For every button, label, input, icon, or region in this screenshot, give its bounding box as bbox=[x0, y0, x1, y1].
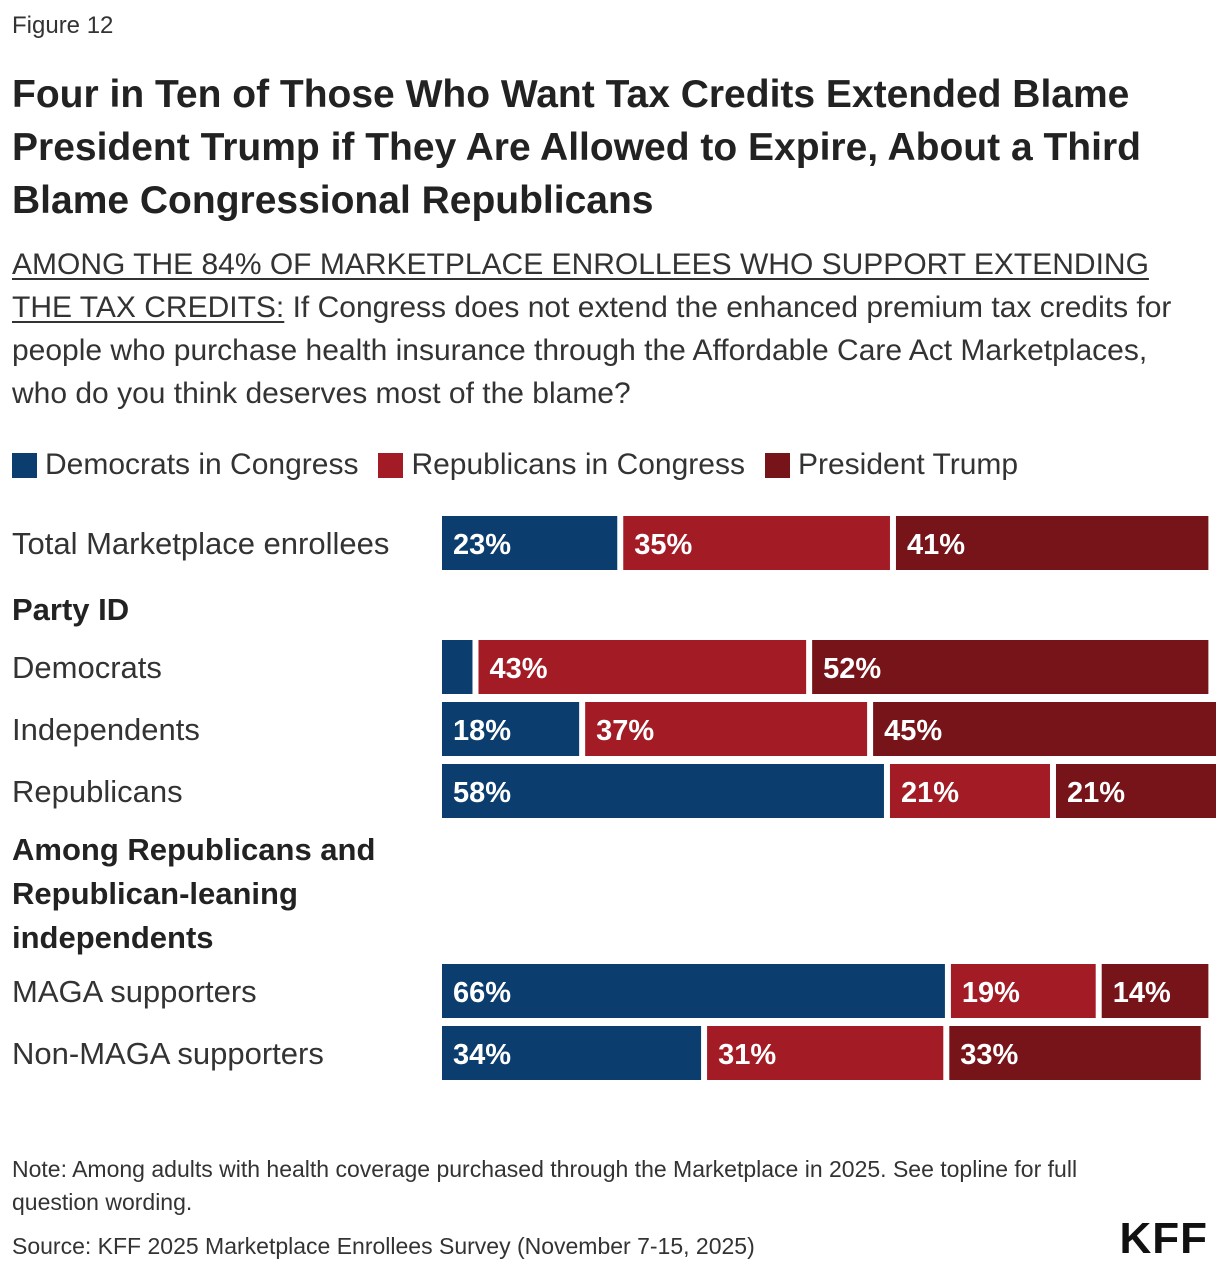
data-label-maga-supporters-president-trump: 14% bbox=[1113, 977, 1171, 1009]
group-heading-among-republicans-and-republican-leaning-independents: Among Republicans and Republican-leaning i… bbox=[12, 832, 375, 955]
data-label-republicans-democrats-in-congress: 58% bbox=[453, 777, 511, 809]
bar-independents-president-trump bbox=[873, 702, 1216, 756]
data-label-independents-republicans-in-congress: 37% bbox=[596, 715, 654, 747]
data-label-non-maga-supporters-president-trump: 33% bbox=[960, 1039, 1018, 1071]
data-label-republicans-president-trump: 21% bbox=[1067, 777, 1125, 809]
data-label-maga-supporters-republicans-in-congress: 19% bbox=[962, 977, 1020, 1009]
legend-item-republicans: Republicans in Congress bbox=[378, 448, 745, 482]
bar-democrats-republicans-in-congress bbox=[478, 640, 807, 694]
legend-label-republicans: Republicans in Congress bbox=[411, 448, 745, 481]
bar-total-marketplace-enrollees-democrats-in-congress bbox=[442, 516, 618, 570]
legend-label-democrats: Democrats in Congress bbox=[45, 448, 359, 481]
bar-total-marketplace-enrollees-republicans-in-congress bbox=[623, 516, 890, 570]
footer-source: Source: KFF 2025 Marketplace Enrollees S… bbox=[12, 1233, 755, 1259]
data-label-independents-democrats-in-congress: 18% bbox=[453, 715, 511, 747]
kff-logo: KFF bbox=[1119, 1214, 1208, 1263]
subtitle-question: If Congress does not extend the enhanced… bbox=[12, 291, 1172, 410]
bar-republicans-democrats-in-congress bbox=[442, 764, 884, 818]
legend-item-democrats: Democrats in Congress bbox=[12, 448, 358, 482]
category-label-democrats: Democrats bbox=[12, 650, 162, 685]
data-label-non-maga-supporters-republicans-in-congress: 31% bbox=[718, 1039, 776, 1071]
bar-total-marketplace-enrollees-president-trump bbox=[895, 516, 1209, 570]
data-label-independents-president-trump: 45% bbox=[884, 715, 942, 747]
stacked-bar-chart: Total Marketplace enrollees 23% 35% 41% Part… bbox=[12, 516, 1216, 1080]
bar-democrats-democrats-in-congress bbox=[442, 640, 473, 694]
legend-swatch-republicans bbox=[378, 452, 404, 478]
legend-swatch-trump bbox=[764, 452, 790, 478]
group-heading-party-id: Party ID bbox=[12, 592, 129, 627]
subtitle-population: AMONG THE 84% OF MARKETPLACE ENROLLEES W… bbox=[12, 248, 1149, 324]
data-label-democrats-republicans-in-congress: 43% bbox=[489, 653, 547, 685]
figure-label: Figure 12 bbox=[12, 12, 114, 39]
legend-label-trump: President Trump bbox=[797, 448, 1019, 481]
data-label-maga-supporters-democrats-in-congress: 66% bbox=[453, 977, 511, 1009]
bar-republicans-republicans-in-congress bbox=[889, 764, 1050, 818]
bar-non-maga-supporters-republicans-in-congress bbox=[707, 1026, 944, 1080]
footer-note: Note: Among adults with health coverage … bbox=[12, 1156, 1078, 1215]
bar-independents-republicans-in-congress bbox=[585, 702, 868, 756]
category-label-independents: Independents bbox=[12, 712, 200, 747]
category-label-republicans: Republicans bbox=[12, 774, 183, 809]
data-label-non-maga-supporters-democrats-in-congress: 34% bbox=[453, 1039, 511, 1071]
bar-democrats-president-trump bbox=[812, 640, 1209, 694]
chart-title: Four in Ten of Those Who Want Tax Credit… bbox=[12, 73, 1141, 222]
legend-swatch-democrats bbox=[12, 452, 37, 478]
category-label-maga-supporters: MAGA supporters bbox=[12, 974, 257, 1009]
bar-independents-democrats-in-congress bbox=[442, 702, 580, 756]
chart-subtitle: AMONG THE 84% OF MARKETPLACE ENROLLEES W… bbox=[12, 243, 1202, 415]
bar-non-maga-supporters-president-trump bbox=[949, 1026, 1201, 1080]
data-label-total-marketplace-enrollees-president-trump: 41% bbox=[907, 529, 965, 561]
bar-republicans-president-trump bbox=[1055, 764, 1216, 818]
bar-maga-supporters-president-trump bbox=[1101, 964, 1209, 1018]
data-label-total-marketplace-enrollees-democrats-in-congress: 23% bbox=[453, 529, 511, 561]
legend-item-trump: President Trump bbox=[764, 448, 1019, 482]
category-label-total-marketplace-enrollees: Total Marketplace enrollees bbox=[12, 526, 389, 561]
chart-legend: Democrats in Congress Republicans in Con… bbox=[12, 448, 1038, 482]
data-label-republicans-republicans-in-congress: 21% bbox=[901, 777, 959, 809]
bar-non-maga-supporters-democrats-in-congress bbox=[442, 1026, 702, 1080]
category-label-non-maga-supporters: Non-MAGA supporters bbox=[12, 1036, 324, 1071]
bar-maga-supporters-democrats-in-congress bbox=[442, 964, 945, 1018]
bar-maga-supporters-republicans-in-congress bbox=[950, 964, 1096, 1018]
data-label-democrats-president-trump: 52% bbox=[823, 653, 881, 685]
data-label-total-marketplace-enrollees-republicans-in-congress: 35% bbox=[634, 529, 692, 561]
